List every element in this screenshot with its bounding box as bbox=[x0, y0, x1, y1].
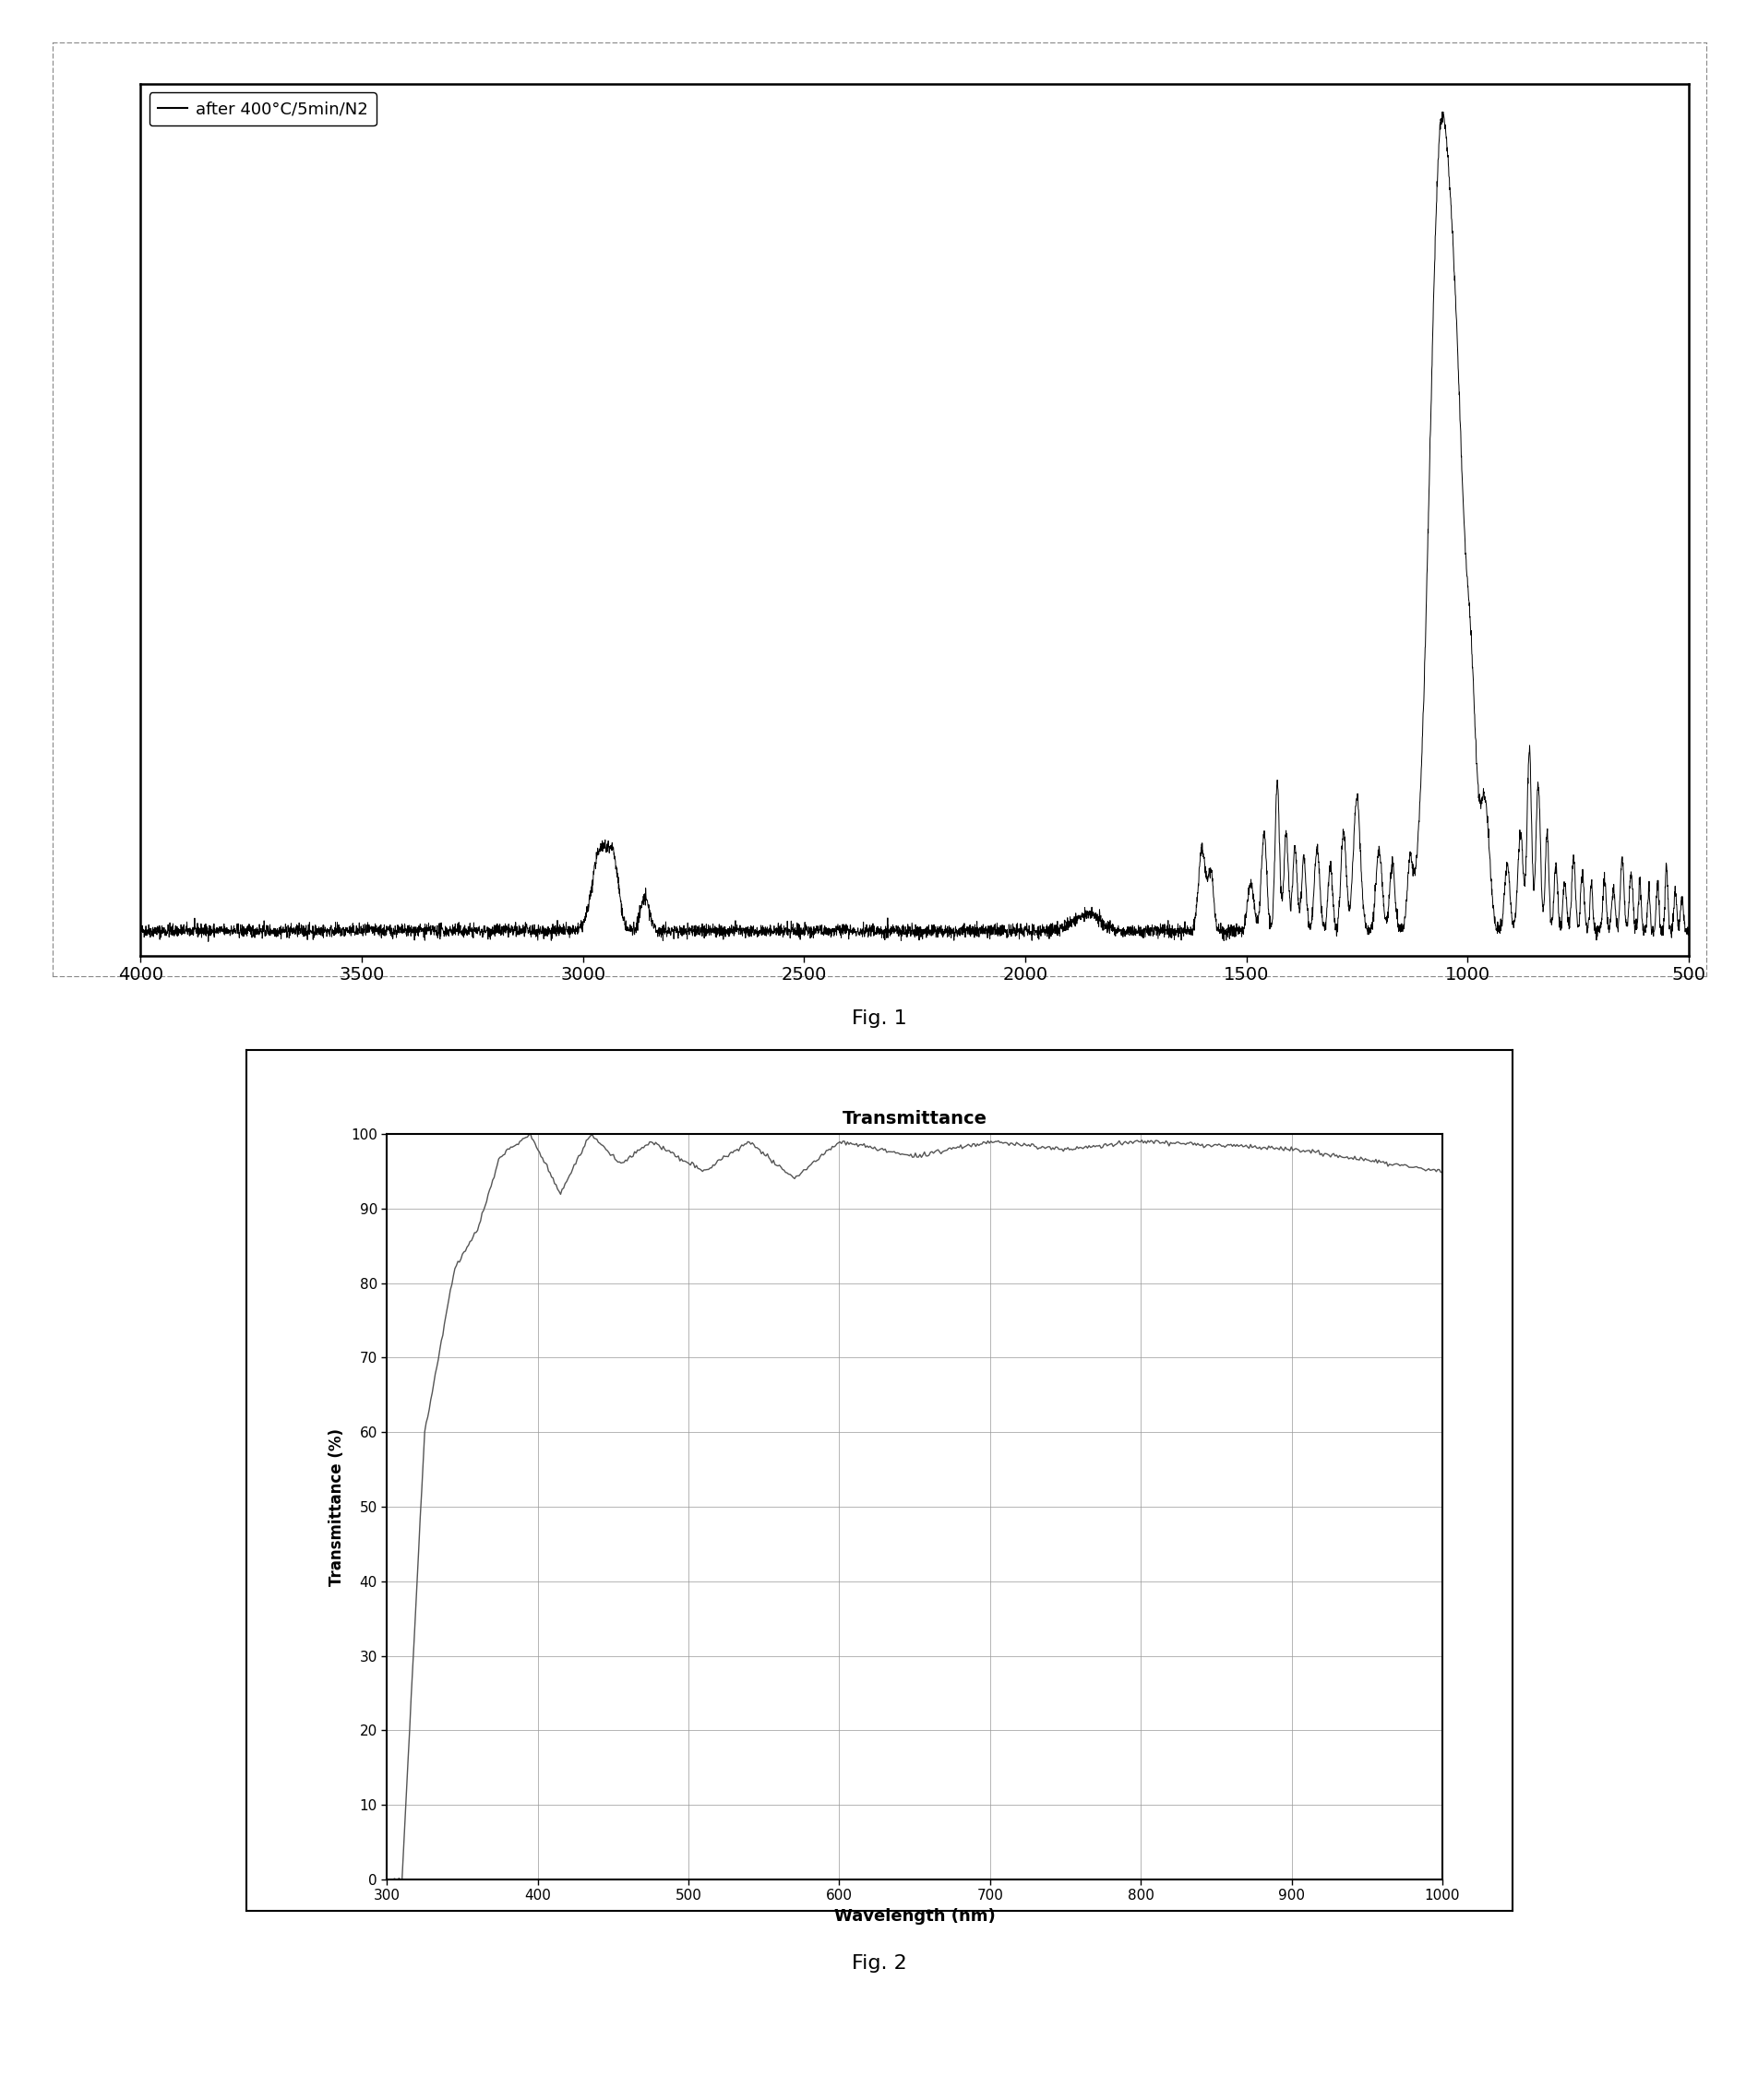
Text: Fig. 2: Fig. 2 bbox=[851, 1955, 907, 1972]
Title: Transmittance: Transmittance bbox=[842, 1111, 986, 1128]
X-axis label: Wavelength (nm): Wavelength (nm) bbox=[833, 1909, 995, 1926]
Text: Fig. 1: Fig. 1 bbox=[851, 1010, 907, 1027]
Legend: after 400°C/5min/N2: after 400°C/5min/N2 bbox=[149, 92, 376, 126]
Y-axis label: Transmittance (%): Transmittance (%) bbox=[329, 1428, 345, 1586]
